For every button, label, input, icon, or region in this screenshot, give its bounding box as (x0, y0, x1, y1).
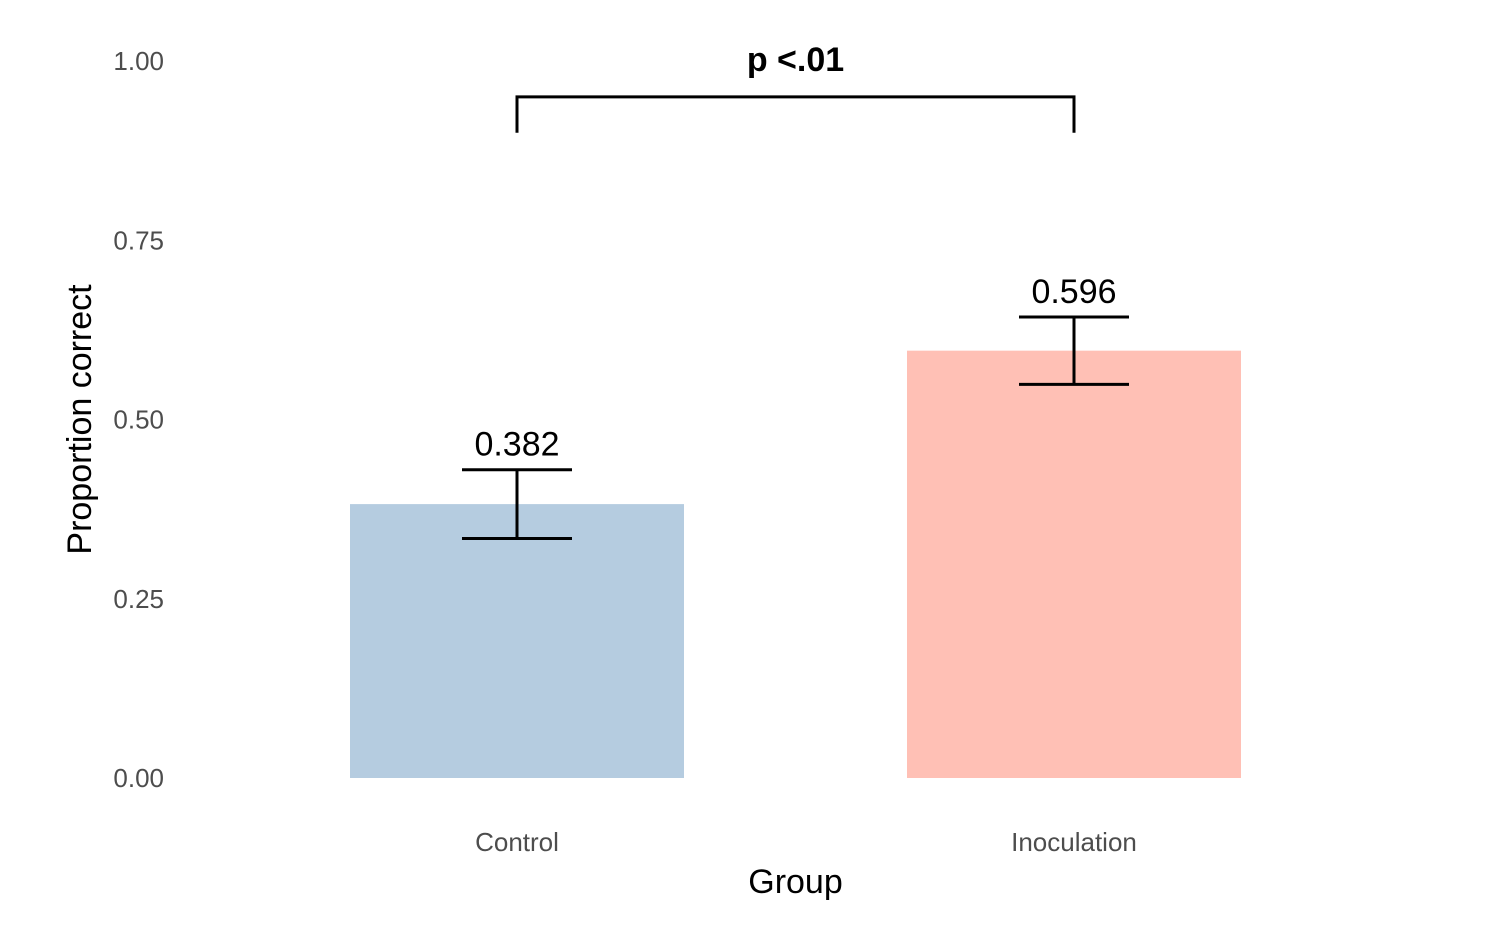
bars (350, 350, 1241, 778)
significance-bracket (515, 95, 1076, 133)
value-label: 0.596 (1031, 273, 1116, 311)
y-axis-title: Proportion correct (61, 284, 99, 555)
x-axis-ticks: Control Inoculation (475, 827, 1137, 857)
y-tick-label: 0.25 (113, 584, 164, 614)
value-label: 0.382 (474, 426, 559, 464)
y-tick-label: 1.00 (113, 46, 164, 76)
x-tick-label: Inoculation (1011, 827, 1137, 857)
y-tick-label: 0.75 (113, 225, 164, 255)
bar-inoculation (907, 350, 1241, 778)
y-tick-label: 0.50 (113, 405, 164, 435)
bracket-line (515, 95, 1076, 133)
x-tick-label: Control (475, 827, 559, 857)
significance-label: p <.01 (747, 41, 844, 79)
x-axis-title: Group (748, 863, 843, 901)
y-axis-ticks: 0.00 0.25 0.50 0.75 1.00 (113, 46, 164, 793)
error-bar-control (462, 468, 572, 541)
y-tick-label: 0.00 (113, 763, 164, 793)
error-bars (462, 315, 1129, 541)
value-labels: 0.382 0.596 (474, 273, 1116, 464)
bar-control (350, 504, 684, 778)
error-bar-inoculation (1019, 315, 1129, 386)
